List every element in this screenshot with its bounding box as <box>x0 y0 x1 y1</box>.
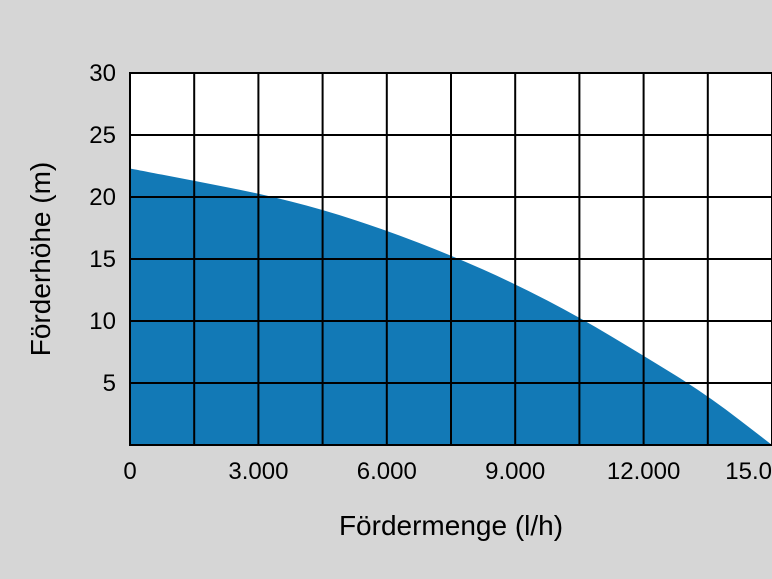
y-axis-label: Förderhöhe (m) <box>25 162 56 357</box>
y-tick-label: 20 <box>89 184 116 211</box>
x-tick-label: 9.000 <box>485 458 545 485</box>
x-axis-label: Fördermenge (l/h) <box>339 510 563 541</box>
y-tick-label: 10 <box>89 308 116 335</box>
x-tick-label: 15.0 <box>725 458 772 485</box>
x-tick-label: 0 <box>123 458 136 485</box>
y-tick-label: 5 <box>103 370 116 397</box>
y-tick-label: 25 <box>89 122 116 149</box>
chart-container: 0 3.000 6.000 9.000 12.000 15.0 5 10 15 20 25 30 För… <box>0 0 772 579</box>
x-tick-label: 6.000 <box>357 458 417 485</box>
y-tick-label: 30 <box>89 60 116 87</box>
y-tick-label: 15 <box>89 246 116 273</box>
x-tick-label: 12.000 <box>607 458 680 485</box>
x-tick-label: 3.000 <box>228 458 288 485</box>
pump-curve-chart: 0 3.000 6.000 9.000 12.000 15.0 5 10 15 20 25 30 För… <box>0 0 772 579</box>
